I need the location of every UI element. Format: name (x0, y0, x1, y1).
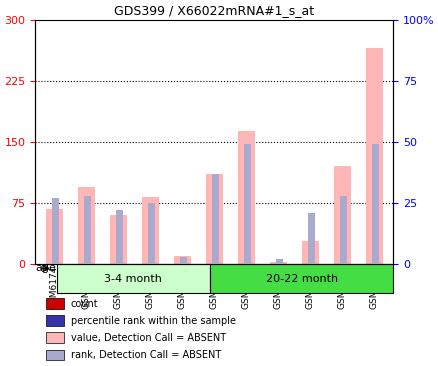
FancyBboxPatch shape (209, 264, 392, 294)
Text: rank, Detection Call = ABSENT: rank, Detection Call = ABSENT (71, 350, 221, 360)
Text: 20-22 month: 20-22 month (265, 274, 337, 284)
Bar (205, 175, 222, 264)
Bar (339, 196, 346, 264)
Bar (46, 332, 64, 343)
Title: GDS399 / X66022mRNA#1_s_at: GDS399 / X66022mRNA#1_s_at (114, 4, 314, 17)
Bar (244, 144, 250, 264)
Bar (148, 203, 155, 264)
Bar (52, 198, 59, 264)
Bar (180, 257, 187, 264)
Bar (269, 262, 286, 264)
Text: value, Detection Call = ABSENT: value, Detection Call = ABSENT (71, 333, 226, 343)
Bar (301, 241, 318, 264)
Bar (371, 144, 378, 264)
Bar (307, 213, 314, 264)
Bar (173, 256, 190, 264)
Text: age: age (35, 264, 56, 273)
Bar (46, 209, 63, 264)
Bar (46, 350, 64, 361)
Bar (276, 259, 282, 264)
Text: count: count (71, 299, 99, 309)
Text: 3-4 month: 3-4 month (104, 274, 162, 284)
Bar (212, 174, 218, 264)
Bar (46, 298, 64, 309)
Bar (333, 166, 350, 264)
Bar (116, 210, 123, 264)
Bar (237, 131, 254, 264)
Bar (78, 187, 95, 264)
FancyBboxPatch shape (57, 264, 209, 294)
Bar (110, 215, 127, 264)
Bar (84, 196, 91, 264)
Text: percentile rank within the sample: percentile rank within the sample (71, 316, 236, 326)
Bar (141, 197, 159, 264)
Bar (46, 315, 64, 326)
Bar (365, 48, 382, 264)
